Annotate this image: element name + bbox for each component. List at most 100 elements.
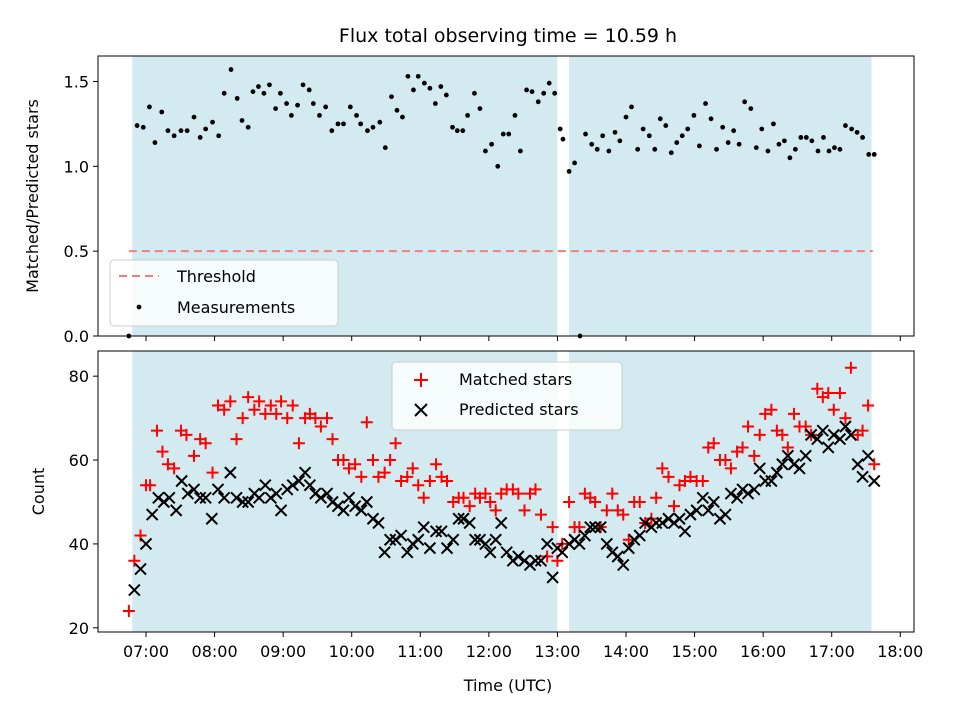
predicted-star-point (383, 533, 397, 546)
matched-star-point (199, 437, 212, 450)
predicted-star-point (690, 504, 703, 517)
matched-star-point (736, 441, 749, 454)
measurement-point (552, 90, 558, 96)
measurement-point (849, 126, 854, 132)
predicted-star-point (355, 504, 368, 517)
measurement-point (736, 141, 742, 147)
predicted-star-point (529, 554, 542, 567)
matched-star-point (423, 475, 436, 488)
measurement-point (288, 112, 294, 118)
predicted-star-point (611, 550, 624, 563)
measurement-point (432, 101, 438, 106)
measurement-point (261, 90, 267, 96)
x-tick-label: 18:00 (877, 642, 923, 661)
measurement-point (411, 87, 416, 93)
top-y-axis-label: Matched/Predicted stars (23, 99, 42, 293)
matched-star-point (668, 500, 680, 513)
predicted-star-point (463, 516, 476, 530)
predicted-star-point (833, 432, 847, 446)
measurement-point (691, 112, 697, 118)
measurement-point (191, 114, 197, 120)
top-axes-frame (97, 55, 915, 337)
predicted-star-point (827, 428, 840, 442)
bottom-legend-box (391, 361, 623, 431)
matched-star-point (224, 395, 237, 408)
measurement-point (782, 138, 787, 144)
matched-star-point (161, 458, 174, 471)
predicted-star-point (205, 512, 219, 525)
matched-star-point (811, 382, 824, 395)
measurement-point (854, 129, 860, 135)
matched-star-point (622, 533, 635, 546)
predicted-star-point (139, 537, 153, 551)
measurement-point (394, 107, 400, 113)
matched-star-point (633, 495, 646, 508)
matched-star-point (366, 454, 379, 467)
observing-window-2 (569, 56, 872, 336)
matched-star-point (765, 403, 778, 416)
predicted-star-point (217, 491, 231, 504)
bottom-legend: Matched stars Predicted stars (391, 361, 623, 431)
measurement-point (454, 128, 460, 134)
measurement-point (506, 131, 512, 137)
predicted-star-point (811, 432, 824, 446)
predicted-star-point (678, 525, 692, 538)
predicted-star-point (394, 529, 408, 542)
measurement-point (335, 121, 341, 127)
predicted-star-point (274, 504, 288, 517)
matched-star-point (275, 395, 288, 408)
predicted-star-point (770, 466, 784, 479)
matched-star-point (242, 391, 255, 404)
measurement-point (477, 106, 483, 112)
predicted-stars-series (128, 420, 881, 597)
measurement-point (171, 133, 177, 139)
bottom-panel: 20 40 60 80 07:00 08:00 09:00 10:00 11:00 12:00 1… (29, 350, 923, 695)
x-tick-label: 15:00 (672, 642, 718, 661)
predicted-star-point (320, 487, 334, 500)
matched-star-point (600, 504, 613, 517)
measurements-series (126, 67, 877, 339)
predicted-star-point (500, 546, 513, 559)
measurement-point (674, 140, 680, 145)
measurement-point (837, 146, 843, 152)
matched-star-point (788, 407, 800, 420)
predicted-star-point (230, 491, 243, 504)
predicted-star-point (512, 550, 525, 563)
matched-star-point (589, 495, 602, 508)
predicted-star-point (145, 508, 159, 521)
predicted-star-point (298, 466, 312, 479)
measurement-point (295, 102, 300, 108)
matched-star-point (314, 420, 327, 433)
predicted-star-point (224, 466, 237, 479)
predicted-star-point (578, 529, 592, 542)
measurement-point (623, 114, 629, 120)
measurement-point (679, 133, 685, 139)
matched-star-point (389, 437, 402, 450)
predicted-star-point (633, 529, 646, 542)
measurement-point (152, 140, 158, 145)
matched-star-point (868, 458, 881, 471)
predicted-star-point (638, 516, 652, 530)
matched-star-point (144, 479, 157, 492)
matched-star-point (212, 399, 224, 412)
matched-star-point (781, 441, 794, 454)
measurement-point (606, 148, 612, 154)
measurement-point (798, 135, 804, 140)
bottom-x-axis: 07:00 08:00 09:00 10:00 11:00 12:00 13:00 14:00… (123, 632, 923, 661)
measurement-point (405, 73, 411, 79)
measurement-point (787, 155, 793, 161)
matched-star-point (546, 521, 559, 534)
predicted-star-point (856, 470, 869, 484)
matched-star-point (395, 475, 408, 488)
predicted-star-point (303, 479, 317, 492)
legend-predicted-label: Predicted stars (459, 400, 579, 419)
predicted-star-point (861, 449, 875, 463)
matched-star-point (384, 454, 397, 467)
matched-star-point (563, 495, 576, 508)
measurement-point (765, 148, 771, 154)
bottom-y-tick-label: 60 (69, 451, 89, 470)
chart-title: Flux total observing time = 10.59 h (339, 25, 677, 47)
matched-star-point (430, 458, 443, 471)
predicted-star-point (765, 474, 778, 488)
predicted-star-point (724, 487, 738, 500)
